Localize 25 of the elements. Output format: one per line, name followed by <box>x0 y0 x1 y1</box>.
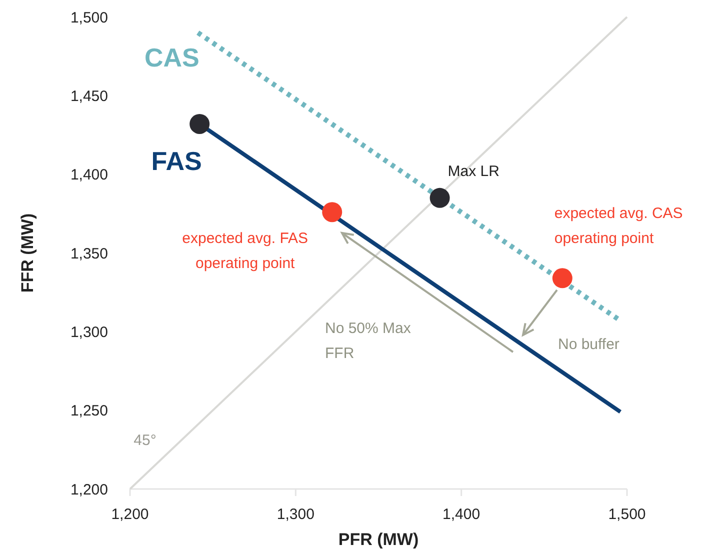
annotation: No buffer <box>558 336 620 353</box>
y-tick-label: 1,300 <box>70 324 108 341</box>
annotation: expected avg. CAS operating point <box>554 205 683 248</box>
point <box>322 202 342 222</box>
y-tick-label: 1,500 <box>70 9 108 26</box>
y-tick-label: 1,450 <box>70 88 108 105</box>
point <box>190 114 210 134</box>
point <box>552 268 572 288</box>
annotation: expected avg. FAS operating point <box>182 230 308 272</box>
series-label: FAS <box>151 146 202 176</box>
annotation: Max LR <box>448 162 500 180</box>
x-tick-label: 1,200 <box>111 506 149 523</box>
y-tick-label: 1,200 <box>70 481 108 498</box>
annotation: No 50% Max FFR <box>325 320 412 362</box>
y-tick-label: 1,400 <box>70 166 108 184</box>
point <box>430 188 450 208</box>
x-axis-title: PFR (MW) <box>338 530 419 549</box>
x-tick-label: 1,400 <box>442 506 480 523</box>
x-tick-label: 1,300 <box>276 506 314 523</box>
y-tick-label: 1,250 <box>70 402 108 420</box>
y-axis-title: FFR (MW) <box>18 213 37 293</box>
series-label: CAS <box>144 42 200 73</box>
x-tick-label: 1,500 <box>608 506 646 523</box>
y-tick-label: 1,350 <box>70 245 108 262</box>
series-label: 45° <box>134 432 156 449</box>
